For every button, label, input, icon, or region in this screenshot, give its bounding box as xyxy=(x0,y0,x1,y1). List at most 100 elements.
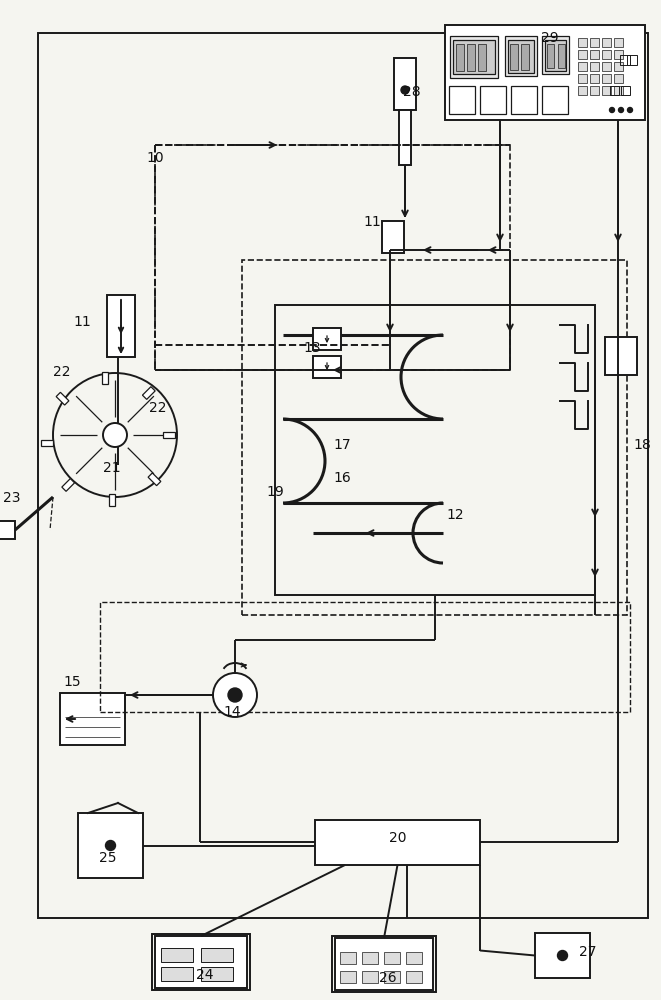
Bar xyxy=(621,86,630,95)
Bar xyxy=(110,494,116,506)
Bar xyxy=(201,948,233,962)
Text: 18: 18 xyxy=(633,438,651,452)
Bar xyxy=(62,479,75,491)
Bar xyxy=(453,40,495,74)
Bar xyxy=(602,62,611,71)
Bar xyxy=(602,86,611,95)
Bar xyxy=(340,971,356,983)
Bar xyxy=(542,36,569,74)
Bar xyxy=(449,86,475,114)
Bar xyxy=(142,387,155,399)
Bar xyxy=(508,40,534,73)
Bar xyxy=(511,86,537,114)
Text: 16: 16 xyxy=(333,471,351,485)
Text: 22: 22 xyxy=(54,365,71,379)
Bar xyxy=(480,86,506,114)
Text: 28: 28 xyxy=(403,85,421,99)
Bar xyxy=(152,934,250,990)
Text: 23: 23 xyxy=(3,491,20,505)
Text: 11: 11 xyxy=(73,315,91,329)
Bar xyxy=(107,295,135,357)
Bar xyxy=(315,820,480,865)
Circle shape xyxy=(228,688,242,702)
Bar xyxy=(578,74,587,83)
Text: 22: 22 xyxy=(149,401,167,415)
Bar xyxy=(602,38,611,47)
Bar xyxy=(547,44,554,68)
Circle shape xyxy=(103,423,127,447)
Bar xyxy=(505,36,537,76)
Bar xyxy=(620,55,630,65)
Text: 29: 29 xyxy=(541,31,559,45)
Bar xyxy=(590,62,599,71)
Bar xyxy=(521,44,529,70)
Bar xyxy=(384,971,400,983)
Bar xyxy=(201,967,233,981)
Bar xyxy=(510,44,518,70)
Bar xyxy=(42,440,54,446)
Bar xyxy=(38,33,648,918)
Bar xyxy=(362,971,378,983)
Bar xyxy=(614,50,623,59)
Bar xyxy=(155,936,247,988)
Bar xyxy=(155,145,510,370)
Bar xyxy=(313,328,341,350)
Bar xyxy=(578,62,587,71)
Bar xyxy=(335,938,433,990)
Bar xyxy=(340,952,356,964)
Text: 26: 26 xyxy=(379,971,397,985)
Bar xyxy=(100,602,630,712)
Bar xyxy=(545,40,566,71)
Bar xyxy=(362,952,378,964)
Bar xyxy=(313,356,341,378)
Circle shape xyxy=(557,950,568,960)
Bar xyxy=(406,971,422,983)
Circle shape xyxy=(619,107,623,112)
Text: 25: 25 xyxy=(99,851,117,865)
Bar xyxy=(558,44,565,68)
Bar xyxy=(614,38,623,47)
Bar xyxy=(445,25,645,120)
Text: 17: 17 xyxy=(333,438,351,452)
Bar xyxy=(450,36,498,78)
Bar xyxy=(161,967,193,981)
Text: 15: 15 xyxy=(63,675,81,689)
Text: 13: 13 xyxy=(303,341,321,355)
Bar xyxy=(614,86,623,95)
Text: 11: 11 xyxy=(363,215,381,229)
Circle shape xyxy=(213,673,257,717)
Bar xyxy=(60,693,125,745)
Bar xyxy=(535,933,590,978)
Bar xyxy=(614,74,623,83)
Bar xyxy=(56,392,69,405)
Text: 10: 10 xyxy=(146,151,164,165)
Bar xyxy=(578,86,587,95)
Bar xyxy=(602,50,611,59)
Bar xyxy=(456,44,464,71)
Bar xyxy=(590,86,599,95)
Bar xyxy=(578,38,587,47)
Bar xyxy=(275,305,595,595)
Bar xyxy=(161,948,193,962)
Bar xyxy=(394,58,416,110)
Bar xyxy=(590,38,599,47)
Bar xyxy=(602,74,611,83)
Bar xyxy=(382,221,404,253)
Circle shape xyxy=(609,107,615,112)
Bar xyxy=(590,74,599,83)
Text: 27: 27 xyxy=(579,945,597,959)
Bar xyxy=(610,86,619,95)
Bar xyxy=(590,50,599,59)
Bar xyxy=(0,521,15,539)
Circle shape xyxy=(106,840,116,850)
Text: 14: 14 xyxy=(223,705,241,719)
Text: 20: 20 xyxy=(389,831,407,845)
Bar xyxy=(102,372,108,384)
Bar xyxy=(542,86,568,114)
Circle shape xyxy=(627,107,633,112)
Bar xyxy=(614,62,623,71)
Bar xyxy=(478,44,486,71)
Bar xyxy=(406,952,422,964)
Text: 19: 19 xyxy=(266,485,284,499)
Bar xyxy=(467,44,475,71)
